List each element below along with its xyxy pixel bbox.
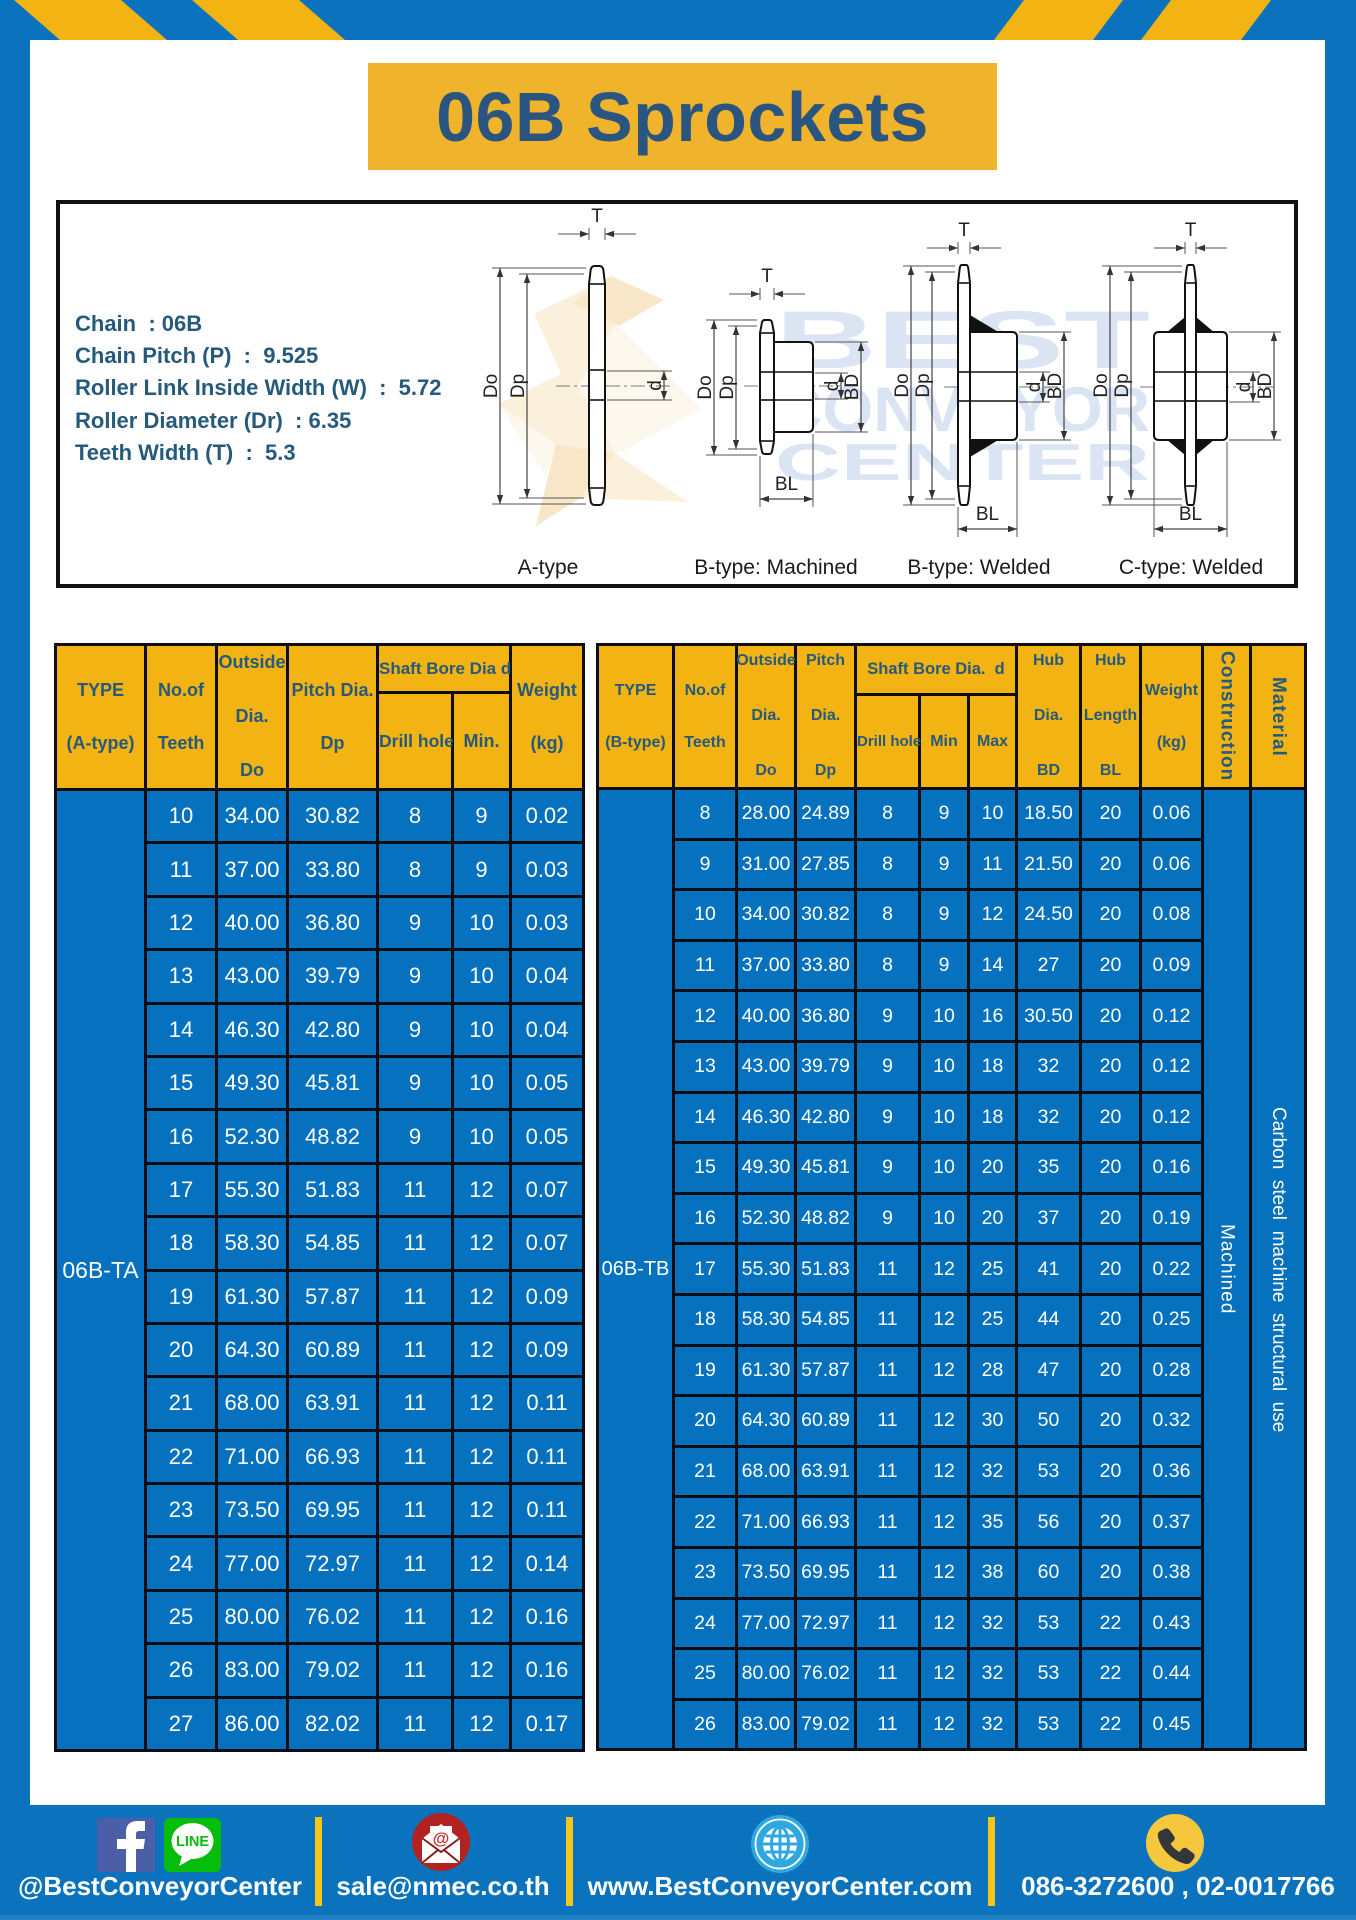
svg-text:BL: BL: [775, 474, 798, 495]
svg-text:BL: BL: [976, 504, 999, 525]
svg-text:Do: Do: [695, 375, 716, 399]
svg-text:T: T: [1185, 220, 1197, 241]
svg-text:Dp: Dp: [717, 375, 738, 399]
svg-text:Dp: Dp: [508, 374, 529, 398]
svg-text:Do: Do: [892, 373, 913, 397]
svg-text:Do: Do: [1091, 373, 1112, 397]
svg-text:T: T: [958, 220, 970, 241]
svg-text:d: d: [645, 380, 666, 391]
svg-text:LINE: LINE: [176, 1834, 209, 1850]
svg-text:@: @: [433, 1829, 450, 1848]
svg-text:Dp: Dp: [913, 373, 934, 397]
svg-text:T: T: [591, 206, 603, 227]
svg-text:d: d: [1024, 382, 1045, 393]
svg-text:Do: Do: [481, 374, 502, 398]
svg-text:T: T: [761, 266, 773, 287]
svg-text:Dp: Dp: [1112, 373, 1133, 397]
svg-text:d: d: [822, 381, 843, 392]
svg-text:BD: BD: [842, 374, 863, 400]
svg-text:BL: BL: [1179, 504, 1202, 525]
svg-text:d: d: [1234, 382, 1255, 393]
svg-text:BD: BD: [1045, 373, 1066, 399]
svg-text:BD: BD: [1255, 373, 1276, 399]
